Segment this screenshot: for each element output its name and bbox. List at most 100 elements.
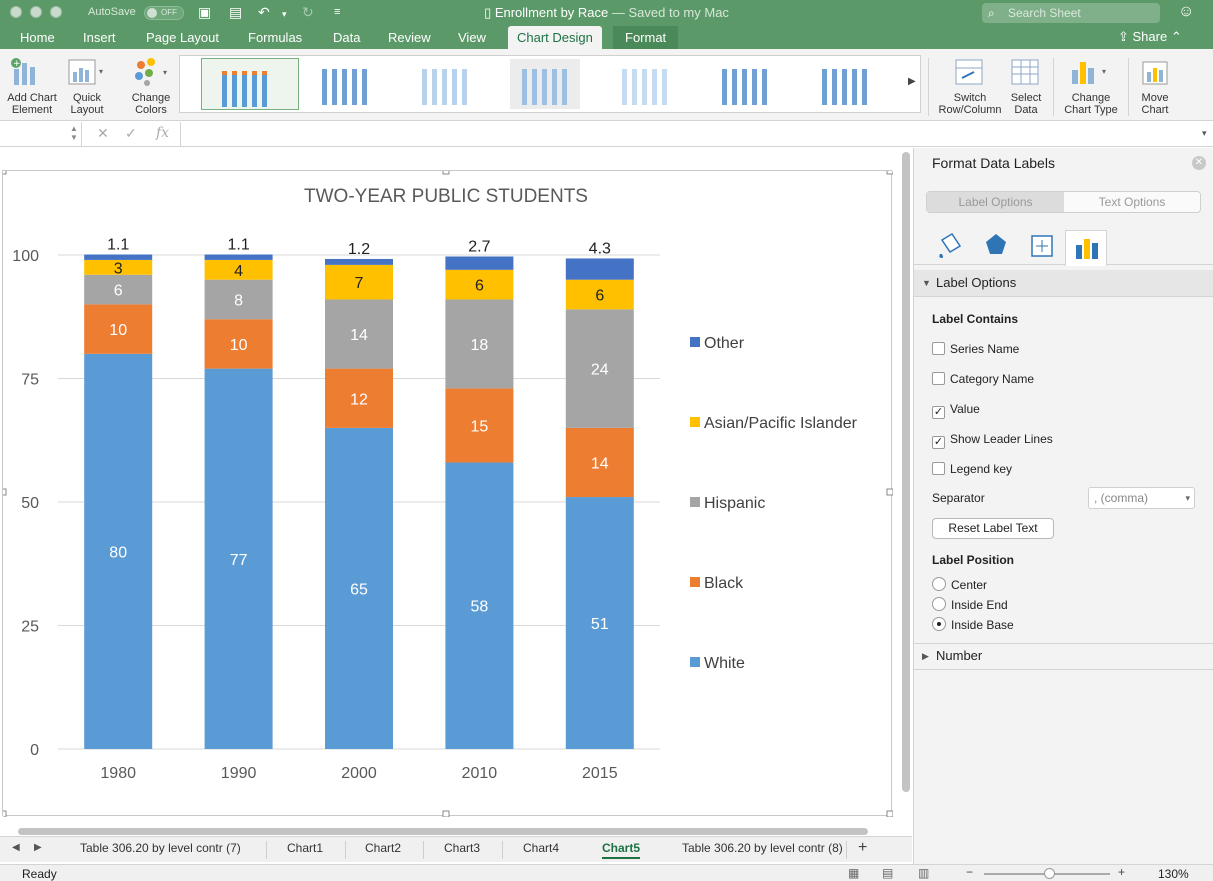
zoom-out-icon[interactable]: −	[966, 865, 974, 879]
checkbox-checked[interactable]: ✓	[932, 406, 945, 419]
chart-style-1[interactable]	[201, 58, 299, 110]
change-colors-label-2: Colors	[135, 104, 167, 116]
effects-pentagon-icon[interactable]	[978, 230, 1014, 260]
title-bar: AutoSave OFF ▣ ▤ ↶ ▾ ↻ ≡ ▯ Enrollment by…	[0, 0, 1213, 26]
expand-formula-bar-icon[interactable]: ▾	[1202, 128, 1207, 138]
cancel-formula-icon[interactable]: ✕	[97, 125, 109, 141]
data-label: 1.1	[227, 237, 249, 254]
label-options-section-header[interactable]: ▼ Label Options	[914, 270, 1213, 296]
page-layout-view-icon[interactable]: ▤	[882, 866, 894, 880]
normal-view-icon[interactable]: ▦	[848, 866, 860, 880]
position-inside-base-radio[interactable]: Inside Base	[932, 617, 1014, 632]
sheet-tab-chart2[interactable]: Chart2	[365, 841, 402, 855]
zoom-level[interactable]: 130%	[1158, 867, 1189, 881]
vertical-scrollbar[interactable]	[902, 152, 910, 792]
tab-view[interactable]: View	[458, 30, 486, 45]
chart-style-5[interactable]	[610, 59, 680, 109]
redo-icon[interactable]: ↻	[302, 4, 314, 20]
saved-status: — Saved to my Mac	[608, 5, 729, 20]
sheet-tab-table-7[interactable]: Table 306.20 by level contr (7)	[80, 841, 241, 855]
checkbox-checked[interactable]: ✓	[932, 436, 945, 449]
position-center-radio[interactable]: Center	[932, 577, 987, 592]
search-sheet-input[interactable]: ⌕ Search Sheet	[982, 3, 1160, 23]
show-leader-lines-checkbox[interactable]: ✓ Show Leader Lines	[932, 432, 1053, 449]
chart-style-6[interactable]	[710, 59, 780, 109]
checkbox-box[interactable]	[932, 342, 945, 355]
fill-line-icon[interactable]	[934, 230, 970, 260]
tab-format[interactable]: Format	[613, 26, 679, 49]
number-section-header[interactable]: ▶ Number	[914, 643, 1213, 669]
tab-home[interactable]: Home	[20, 30, 55, 45]
stacked-bar-chart[interactable]: TWO-YEAR PUBLIC STUDENTS 0 25 50 75 100 80 10 6 3…	[0, 167, 894, 818]
radio-button-selected[interactable]	[932, 617, 946, 631]
chart-style-4[interactable]	[510, 59, 580, 109]
tab-review[interactable]: Review	[388, 30, 431, 45]
bar-segment-asian-pacific-islander	[565, 279, 634, 310]
value-checkbox[interactable]: ✓ Value	[932, 402, 980, 419]
minimize-window-button[interactable]	[30, 6, 42, 18]
name-box-stepper-icon[interactable]: ▲ ▼	[70, 124, 78, 142]
label-options-icon-tab[interactable]	[1065, 230, 1107, 266]
category-name-checkbox[interactable]: Category Name	[932, 372, 1034, 386]
next-sheet-icon[interactable]: ▶	[34, 842, 42, 853]
undo-icon[interactable]: ↶	[258, 4, 270, 20]
horizontal-scrollbar[interactable]	[18, 828, 868, 835]
autosave-toggle[interactable]: OFF	[144, 6, 184, 20]
zoom-slider-thumb[interactable]	[1044, 868, 1055, 879]
bar-segment-white	[204, 368, 273, 749]
chart-object[interactable]: TWO-YEAR PUBLIC STUDENTS 0 25 50 75 100 80 10 6 3…	[0, 167, 894, 818]
search-placeholder: Search Sheet	[1008, 6, 1081, 20]
gallery-next-icon[interactable]: ▶	[908, 76, 916, 87]
checkbox-box[interactable]	[932, 372, 945, 385]
close-pane-icon[interactable]: ✕	[1192, 156, 1206, 170]
sidebar-icon[interactable]: ▣	[198, 4, 212, 20]
file-icon: ▯	[484, 5, 495, 20]
feedback-smiley-icon[interactable]: ☺	[1178, 3, 1195, 20]
sheet-tab-chart1[interactable]: Chart1	[287, 841, 324, 855]
y-tick-label: 0	[30, 742, 39, 759]
sheet-tab-table-8[interactable]: Table 306.20 by level contr (8)	[682, 841, 842, 855]
add-sheet-icon[interactable]: +	[858, 839, 868, 856]
page-break-view-icon[interactable]: ▥	[918, 866, 930, 880]
chart-style-3[interactable]	[410, 59, 480, 109]
separator-select[interactable]: , (comma) ▾	[1088, 487, 1195, 509]
tab-formulas[interactable]: Formulas	[248, 30, 303, 45]
chart-style-2[interactable]	[310, 59, 380, 109]
customize-toolbar-icon[interactable]: ≡	[334, 6, 341, 18]
sheet-tab-chart3[interactable]: Chart3	[444, 841, 481, 855]
tab-page-layout[interactable]: Page Layout	[146, 30, 220, 45]
share-button[interactable]: ⇪ Share ⌃	[1118, 29, 1182, 45]
formula-input[interactable]	[184, 124, 1194, 144]
zoom-window-button[interactable]	[50, 6, 62, 18]
data-label: 15	[471, 418, 489, 435]
radio-button[interactable]	[932, 577, 946, 591]
select-data-label-2: Data	[1014, 104, 1038, 116]
name-box[interactable]: ▲ ▼	[0, 122, 82, 146]
prev-sheet-icon[interactable]: ◀	[12, 842, 20, 853]
bar-segment-black	[445, 388, 514, 463]
sheet-tab-chart4[interactable]: Chart4	[523, 841, 560, 855]
size-properties-icon[interactable]	[1024, 230, 1060, 260]
bar-segment-asian-pacific-islander	[204, 259, 273, 280]
checkbox-box[interactable]	[932, 462, 945, 475]
tab-chart-design[interactable]: Chart Design	[508, 26, 602, 49]
enter-formula-icon[interactable]: ✓	[125, 125, 137, 141]
position-inside-end-radio[interactable]: Inside End	[932, 597, 1008, 612]
tab-text-options[interactable]: Text Options	[1098, 195, 1166, 209]
series-name-checkbox[interactable]: Series Name	[932, 342, 1019, 356]
tab-label-options[interactable]: Label Options	[927, 192, 1064, 212]
save-icon[interactable]: ▤	[229, 4, 243, 20]
tab-data[interactable]: Data	[333, 30, 361, 45]
close-window-button[interactable]	[10, 6, 22, 18]
chart-style-7[interactable]	[810, 59, 880, 109]
legend-key-checkbox[interactable]: Legend key	[932, 462, 1012, 476]
zoom-in-icon[interactable]: +	[1118, 865, 1126, 879]
sheet-tab-chart5[interactable]: Chart5	[602, 841, 641, 859]
value-label: Value	[950, 402, 980, 416]
insert-function-icon[interactable]: fx	[156, 125, 170, 141]
undo-dropdown-icon[interactable]: ▾	[282, 9, 287, 19]
tab-insert[interactable]: Insert	[83, 30, 116, 45]
reset-label-text-button[interactable]: Reset Label Text	[932, 518, 1054, 539]
radio-button[interactable]	[932, 597, 946, 611]
bar-segment-black	[325, 368, 393, 428]
